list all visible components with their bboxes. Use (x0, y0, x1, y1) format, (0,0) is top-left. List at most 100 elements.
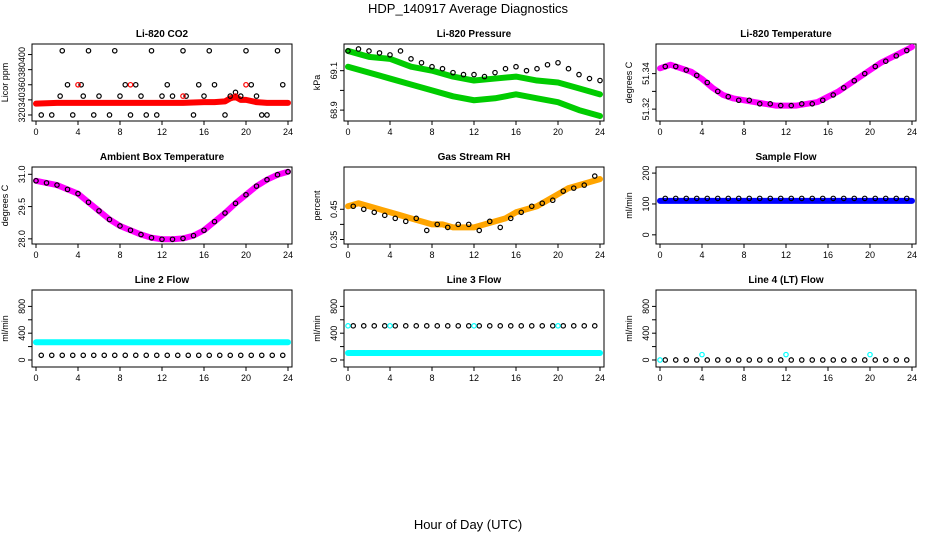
y-axis-label: ml/min (624, 315, 634, 342)
data-point-black (798, 357, 805, 363)
data-point-red (243, 81, 249, 88)
data-point-black (413, 215, 420, 222)
data-point-black (148, 234, 155, 241)
data-point-black (861, 70, 868, 77)
data-point-black (455, 323, 462, 329)
data-point-black (819, 97, 826, 104)
data-point-black (227, 93, 234, 99)
panel-3: Li-820 Temperature degrees C 0 4 8 12 16 20 24 51… (624, 29, 917, 137)
data-point-black (366, 48, 372, 54)
data-point-black (497, 224, 504, 231)
x-tick-label: 24 (907, 127, 917, 137)
y-tick-label: 800 (641, 299, 651, 314)
plot-frame (655, 166, 917, 245)
data-point-black (840, 195, 847, 202)
data-point-black (486, 218, 493, 225)
x-tick-label: 8 (117, 250, 122, 260)
y-axis-label: degrees C (0, 184, 10, 226)
y-axis-label: kPa (312, 75, 322, 91)
data-point-black (893, 195, 900, 202)
x-tick-label: 0 (657, 250, 662, 260)
data-point-black (861, 357, 868, 363)
data-point-black (882, 58, 889, 65)
data-point-black (169, 236, 176, 243)
data-point-black (69, 112, 76, 118)
data-point-cyan (555, 323, 561, 329)
series-band-red (33, 93, 291, 107)
data-point-black (132, 81, 139, 88)
data-point-black (549, 323, 556, 329)
data-point-black (190, 112, 197, 118)
data-point-black (893, 357, 900, 363)
data-point-black (809, 195, 816, 202)
data-point-black (381, 212, 388, 219)
data-point-black (534, 65, 540, 72)
data-point-black (237, 352, 244, 359)
x-tick-label: 0 (345, 250, 350, 260)
data-point-black (507, 215, 514, 222)
panel-title: Li-820 CO2 (136, 29, 189, 40)
data-point-black (57, 93, 63, 99)
data-point-black (148, 47, 155, 54)
data-point-black (222, 210, 228, 216)
x-tick-label: 24 (907, 373, 917, 383)
panel-5: Gas Stream RH percent 0 4 8 12 16 20 24 0.35 0.45 (312, 152, 605, 260)
y-tick-label: 400 (17, 326, 27, 341)
data-point-black (725, 195, 732, 202)
x-tick-label: 24 (283, 127, 293, 137)
data-point-black (159, 236, 165, 243)
data-point-black (903, 47, 910, 54)
data-point-black (285, 168, 291, 175)
y-axis-label: ml/min (312, 315, 322, 342)
data-point-black (211, 218, 218, 225)
data-point-black (143, 112, 150, 118)
y-axis-label: Licor ppm (0, 63, 10, 103)
data-point-black (597, 77, 603, 84)
data-point-black (460, 71, 467, 78)
data-point-black (106, 112, 113, 118)
data-point-black (518, 323, 525, 329)
x-tick-label: 20 (553, 373, 563, 383)
x-tick-label: 16 (199, 373, 209, 383)
data-point-black (434, 221, 441, 228)
series-band-magenta (33, 168, 291, 243)
y-tick-label: 31.0 (17, 166, 27, 184)
data-point-black (274, 47, 281, 54)
x-tick-label: 20 (241, 250, 251, 260)
data-point-cyan (471, 323, 477, 329)
data-point-black (481, 73, 488, 80)
data-point-black (455, 221, 462, 228)
data-point-black (423, 323, 430, 329)
panel-8: Line 3 Flow ml/min 0 4 8 12 16 20 24 0 400 800 (312, 275, 605, 383)
y-tick-label: 400 (17, 47, 27, 62)
data-point-black (381, 323, 388, 329)
data-point-black (851, 357, 858, 363)
y-tick-label: 0.35 (329, 231, 339, 249)
data-point-black (59, 352, 66, 359)
y-tick-label: 400 (641, 326, 651, 341)
data-point-black (180, 47, 186, 54)
x-tick-label: 16 (511, 250, 521, 260)
data-point-black (704, 357, 711, 363)
data-point-black (560, 188, 567, 194)
data-point-black (153, 352, 160, 359)
data-point-black (206, 352, 213, 359)
data-point-black (746, 97, 753, 104)
x-tick-label: 12 (781, 373, 791, 383)
panel-title: Sample Flow (755, 152, 816, 163)
data-point-black (232, 89, 239, 96)
data-point-black (80, 93, 87, 99)
data-point-black (746, 357, 753, 363)
data-point-black (725, 357, 732, 363)
y-axis-label: percent (312, 190, 322, 221)
data-point-black (809, 101, 816, 107)
data-point-black (96, 208, 102, 214)
x-tick-label: 24 (595, 373, 605, 383)
data-point-black (882, 195, 889, 202)
data-point-black (851, 195, 858, 202)
x-tick-label: 8 (741, 250, 746, 260)
panel-title: Line 2 Flow (135, 275, 190, 286)
data-point-black (439, 65, 446, 72)
data-point-cyan (387, 323, 393, 329)
y-tick-label: 51.34 (641, 62, 651, 85)
